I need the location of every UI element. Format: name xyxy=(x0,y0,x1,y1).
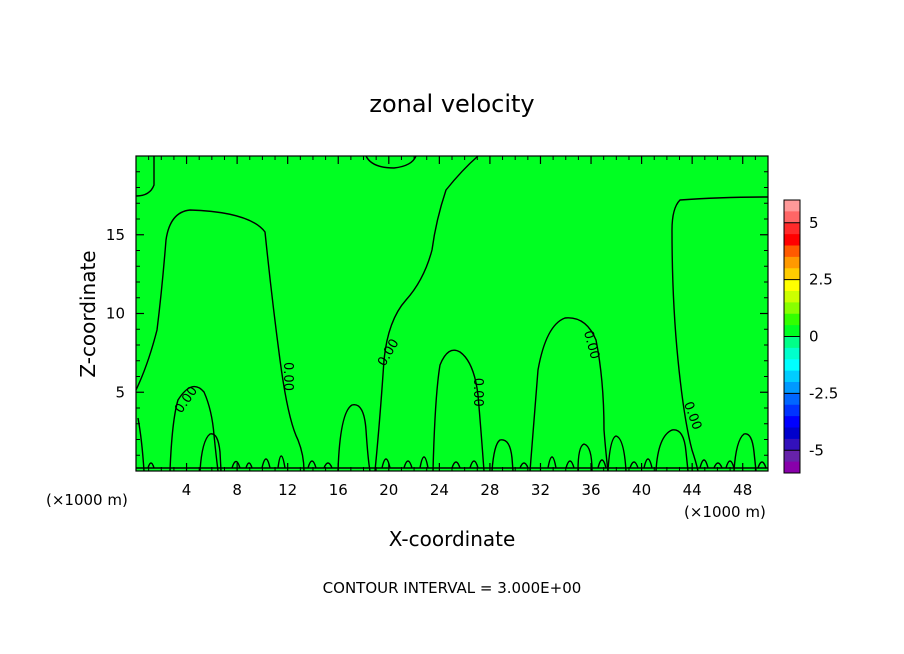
contour-line xyxy=(365,155,417,169)
colorbar-label: 5 xyxy=(809,214,819,232)
colorbar-swatch xyxy=(784,268,800,281)
plot-area: 0.000.000.000.000.000.00 4 8 12 16 20 24 28 32 3… xyxy=(106,155,769,499)
x-tick-label: 32 xyxy=(531,481,550,499)
velocity-field xyxy=(136,156,768,471)
colorbar-swatch xyxy=(784,370,800,383)
colorbar-swatch xyxy=(784,234,800,246)
colorbar-label: -2.5 xyxy=(809,384,838,402)
colorbar-swatch xyxy=(784,222,800,235)
colorbar-swatch xyxy=(784,438,800,451)
colorbar-swatch xyxy=(784,461,800,474)
contour-line xyxy=(199,433,222,472)
colorbar-swatch xyxy=(784,325,800,337)
x-tick-label: 12 xyxy=(278,481,297,499)
y-axis-label: Z-coordinate xyxy=(76,250,100,377)
x-tick-label: 28 xyxy=(480,481,499,499)
contour-line xyxy=(671,196,769,472)
contour-line xyxy=(655,429,689,472)
contour-line xyxy=(607,435,627,472)
colorbar-swatch xyxy=(784,245,800,258)
y-tick-label: 15 xyxy=(106,226,125,244)
colorbar-label: 2.5 xyxy=(809,271,833,289)
colorbar-swatch xyxy=(784,393,800,406)
colorbar-swatch xyxy=(784,359,800,372)
contour-line xyxy=(135,156,155,197)
colorbar-swatch xyxy=(784,336,800,349)
colorbar-swatch xyxy=(784,416,800,428)
x-tick-label: 44 xyxy=(683,481,702,499)
contour-label: 0.00 xyxy=(280,362,295,391)
colorbar-swatch xyxy=(784,302,800,315)
x-tick-label: 48 xyxy=(733,481,752,499)
x-unit-left: (×1000 m) xyxy=(46,491,128,509)
x-tick-label: 8 xyxy=(232,481,242,499)
x-tick-label: 36 xyxy=(581,481,600,499)
x-tick-label: 20 xyxy=(379,481,398,499)
colorbar-swatch xyxy=(784,291,800,303)
contour-line xyxy=(169,385,219,472)
colorbar-swatch xyxy=(784,450,800,463)
colorbar-swatch xyxy=(784,404,800,417)
contour-line xyxy=(135,209,305,472)
contour-line xyxy=(137,417,145,472)
colorbar-swatch xyxy=(784,313,800,326)
contour-interval-note: CONTOUR INTERVAL = 3.000E+00 xyxy=(323,579,582,597)
contour-line xyxy=(147,455,767,469)
contour-label: 0.00 xyxy=(580,329,602,361)
contour-line xyxy=(432,349,485,472)
contour-line xyxy=(491,439,514,472)
contour-line xyxy=(529,317,609,472)
colorbar-swatch xyxy=(784,256,800,269)
colorbar-swatch xyxy=(784,211,800,224)
contour-line xyxy=(337,404,371,472)
contour-label: 0.00 xyxy=(470,378,485,407)
contour-line xyxy=(374,155,479,472)
y-tick-label: 10 xyxy=(106,305,125,323)
contour-line xyxy=(577,443,593,472)
x-tick-label: 4 xyxy=(182,481,192,499)
chart-title: zonal velocity xyxy=(369,90,534,118)
y-tick-label: 5 xyxy=(115,383,125,401)
x-unit-right: (×1000 m) xyxy=(684,503,766,521)
colorbar-swatch xyxy=(784,347,800,360)
colorbar-label: -5 xyxy=(809,441,824,459)
colorbar-swatch xyxy=(784,279,800,292)
colorbar: 5 2.5 0 -2.5 -5 xyxy=(783,199,838,474)
contour-line xyxy=(733,433,757,472)
colorbar-swatch xyxy=(784,427,800,440)
x-tick-label: 40 xyxy=(632,481,651,499)
x-tick-label: 24 xyxy=(430,481,449,499)
colorbar-label: 0 xyxy=(809,328,819,346)
colorbar-swatch xyxy=(784,200,800,212)
colorbar-swatch xyxy=(784,382,800,394)
x-axis-label: X-coordinate xyxy=(389,527,516,551)
x-tick-label: 16 xyxy=(329,481,348,499)
